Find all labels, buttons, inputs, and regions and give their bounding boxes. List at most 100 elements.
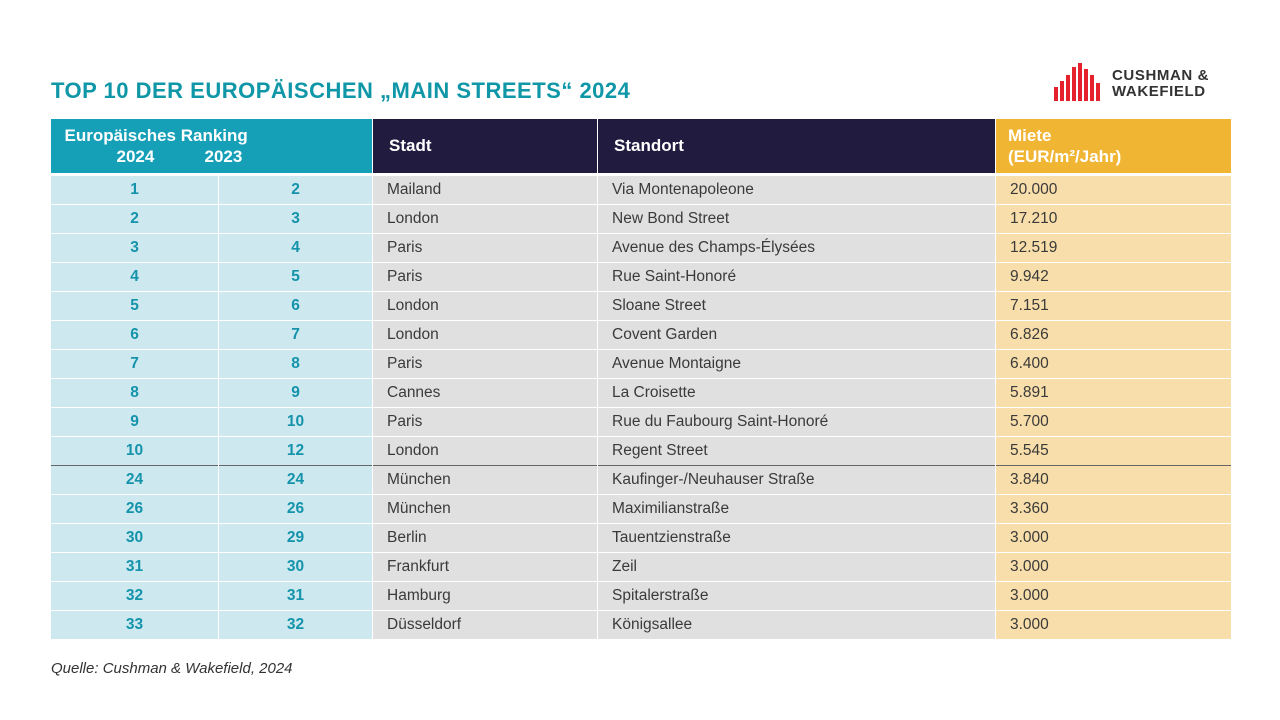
rank-2024: 31: [50, 552, 219, 582]
city-cell: München: [372, 465, 598, 495]
header-rent-line-2: (EUR/m²/Jahr): [1008, 147, 1122, 166]
city-cell: Mailand: [372, 173, 598, 205]
city-cell: London: [372, 320, 598, 350]
street-cell: La Croisette: [597, 378, 996, 408]
rent-cell: 3.360: [995, 494, 1231, 524]
rent-cell: 3.000: [995, 523, 1231, 553]
header-ranking: Europäisches Ranking 2024 2023: [50, 119, 373, 175]
rank-2023: 3: [218, 204, 373, 234]
rank-2023: 29: [218, 523, 373, 553]
city-cell: Frankfurt: [372, 552, 598, 582]
table-row: 3 4 Paris Avenue des Champs-Élysées 12.519: [50, 233, 1231, 263]
rent-cell: 5.891: [995, 378, 1231, 408]
rank-2024: 24: [50, 465, 219, 495]
rank-2024: 26: [50, 494, 219, 524]
city-cell: München: [372, 494, 598, 524]
rank-2024: 6: [50, 320, 219, 350]
table-row: 32 31 Hamburg Spitalerstraße 3.000: [50, 581, 1231, 611]
header-ranking-label: Europäisches Ranking: [64, 126, 248, 145]
table-row: 10 12 London Regent Street 5.545: [50, 436, 1231, 466]
table-row: 9 10 Paris Rue du Faubourg Saint-Honoré 5.70…: [50, 407, 1231, 437]
rent-cell: 6.826: [995, 320, 1231, 350]
rent-cell: 6.400: [995, 349, 1231, 379]
table-row: 30 29 Berlin Tauentzienstraße 3.000: [50, 523, 1231, 553]
street-cell: Sloane Street: [597, 291, 996, 321]
logo-text: CUSHMAN & WAKEFIELD: [1112, 68, 1209, 100]
rank-2023: 24: [218, 465, 373, 495]
rank-2024: 5: [50, 291, 219, 321]
street-cell: Avenue Montaigne: [597, 349, 996, 379]
street-cell: New Bond Street: [597, 204, 996, 234]
city-cell: London: [372, 204, 598, 234]
rent-cell: 20.000: [995, 173, 1231, 205]
rank-2023: 31: [218, 581, 373, 611]
street-cell: Rue Saint-Honoré: [597, 262, 996, 292]
rank-2023: 12: [218, 436, 373, 466]
rent-cell: 3.000: [995, 610, 1231, 639]
header-year-2024: 2024: [116, 147, 155, 166]
page-title: TOP 10 DER EUROPÄISCHEN „MAIN STREETS“ 2…: [51, 78, 631, 103]
table-header-row: Europäisches Ranking 2024 2023 Stadt Sta…: [50, 119, 1231, 175]
rank-2024: 10: [50, 436, 219, 466]
city-cell: Cannes: [372, 378, 598, 408]
rent-cell: 7.151: [995, 291, 1231, 321]
rank-2024: 4: [50, 262, 219, 292]
street-cell: Königsallee: [597, 610, 996, 639]
logo-bars-icon: [1054, 63, 1100, 101]
table-row: 1 2 Mailand Via Montenapoleone 20.000: [50, 173, 1231, 205]
rank-2024: 1: [50, 173, 219, 205]
street-cell: Via Montenapoleone: [597, 173, 996, 205]
header-location: Standort: [597, 119, 996, 175]
rent-cell: 3.000: [995, 552, 1231, 582]
city-cell: Hamburg: [372, 581, 598, 611]
city-cell: London: [372, 291, 598, 321]
rank-2023: 5: [218, 262, 373, 292]
street-cell: Zeil: [597, 552, 996, 582]
rent-cell: 9.942: [995, 262, 1231, 292]
rank-2023: 9: [218, 378, 373, 408]
city-cell: Paris: [372, 233, 598, 263]
rent-cell: 3.000: [995, 581, 1231, 611]
street-cell: Covent Garden: [597, 320, 996, 350]
table-row: 26 26 München Maximilianstraße 3.360: [50, 494, 1231, 524]
rank-2023: 2: [218, 173, 373, 205]
table-row: 5 6 London Sloane Street 7.151: [50, 291, 1231, 321]
rent-cell: 3.840: [995, 465, 1231, 495]
rank-2024: 33: [50, 610, 219, 639]
rank-2024: 8: [50, 378, 219, 408]
rank-2023: 32: [218, 610, 373, 639]
street-cell: Tauentzienstraße: [597, 523, 996, 553]
street-cell: Maximilianstraße: [597, 494, 996, 524]
header-year-2023: 2023: [204, 147, 243, 166]
table-row: 7 8 Paris Avenue Montaigne 6.400: [50, 349, 1231, 379]
street-cell: Spitalerstraße: [597, 581, 996, 611]
city-cell: Berlin: [372, 523, 598, 553]
table-row: 4 5 Paris Rue Saint-Honoré 9.942: [50, 262, 1231, 292]
table-row: 6 7 London Covent Garden 6.826: [50, 320, 1231, 350]
ranking-table: Europäisches Ranking 2024 2023 Stadt Sta…: [50, 119, 1231, 639]
header-rent-line-1: Miete: [1008, 126, 1052, 145]
table-row: 33 32 Düsseldorf Königsallee 3.000: [50, 610, 1231, 639]
logo-line-2: WAKEFIELD: [1112, 83, 1206, 100]
cushman-wakefield-logo: CUSHMAN & WAKEFIELD: [1054, 63, 1234, 103]
city-cell: Paris: [372, 407, 598, 437]
city-cell: Paris: [372, 262, 598, 292]
table-row: 24 24 München Kaufinger-/Neuhauser Straße 3.…: [50, 465, 1231, 495]
rank-2023: 8: [218, 349, 373, 379]
rank-2023: 4: [218, 233, 373, 263]
rent-cell: 5.700: [995, 407, 1231, 437]
table-row: 31 30 Frankfurt Zeil 3.000: [50, 552, 1231, 582]
rank-2023: 26: [218, 494, 373, 524]
rent-cell: 5.545: [995, 436, 1231, 466]
rank-2024: 3: [50, 233, 219, 263]
table-row: 2 3 London New Bond Street 17.210: [50, 204, 1231, 234]
street-cell: Kaufinger-/Neuhauser Straße: [597, 465, 996, 495]
rank-2024: 32: [50, 581, 219, 611]
rank-2023: 10: [218, 407, 373, 437]
rank-2023: 30: [218, 552, 373, 582]
rank-2024: 7: [50, 349, 219, 379]
header-city: Stadt: [372, 119, 598, 175]
street-cell: Avenue des Champs-Élysées: [597, 233, 996, 263]
rank-2023: 6: [218, 291, 373, 321]
table-row: 8 9 Cannes La Croisette 5.891: [50, 378, 1231, 408]
